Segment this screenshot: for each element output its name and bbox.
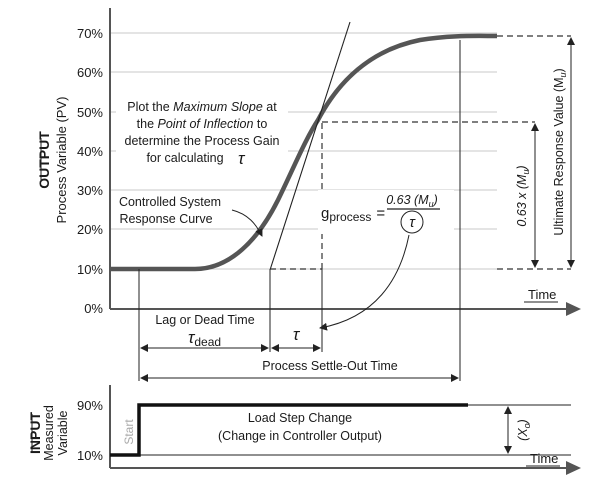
y-tick-0: 0%	[84, 301, 103, 316]
max-slope-tangent	[269, 21, 351, 271]
input-axis-title: INPUT	[27, 412, 43, 454]
process-gain-formula: gprocess = 0.63 (Mu) τ	[318, 190, 454, 331]
max-slope-annotation: Plot the Maximum Slope at the Point of I…	[116, 97, 288, 173]
input-step-signal	[110, 403, 468, 457]
input-axis-title-line2: Variable	[56, 410, 70, 455]
output-y-ticks: 70% 60% 50% 40% 30% 20% 10% 0%	[77, 26, 103, 316]
tau-symbol-label: τ	[238, 149, 246, 168]
tau-dead-label: τdead	[188, 328, 221, 349]
max-slope-line2: the Point of Inflection to	[137, 117, 268, 131]
y-tick-20: 20%	[77, 222, 103, 237]
y-tick-60: 60%	[77, 65, 103, 80]
input-y-tick-90: 90%	[77, 398, 103, 413]
y-tick-50: 50%	[77, 105, 103, 120]
gain-label: gprocess =	[321, 205, 385, 224]
input-axis-title-line1: Measured	[42, 405, 56, 461]
gain-tau-symbol: τ	[409, 214, 416, 231]
gain-formula-bg	[318, 190, 454, 234]
curve-label-line2: Response Curve	[119, 212, 212, 226]
fraction-label: 0.63 x (Mu)	[515, 165, 531, 226]
output-chart: 70% 60% 50% 40% 30% 20% 10% 0% OUTPUT Pr…	[36, 8, 581, 382]
y-tick-70: 70%	[77, 26, 103, 41]
curve-annotation: Controlled System Response Curve	[119, 195, 263, 237]
output-x-axis-arrow	[566, 302, 581, 316]
pv-axis-title: Process Variable (PV)	[54, 97, 69, 224]
output-x-label: Time	[528, 287, 556, 302]
lag-label: Lag or Dead Time	[155, 313, 254, 327]
tau-pointer-arrow	[319, 234, 410, 331]
curve-label-line1: Controlled System	[119, 195, 221, 209]
gain-numerator: 0.63 (Mu)	[386, 193, 438, 209]
input-x-label: Time	[530, 451, 558, 466]
curve-label-arrow	[231, 209, 263, 237]
ultimate-label: Ultimate Response Value (Mu)	[552, 68, 568, 235]
y-tick-10: 10%	[77, 262, 103, 277]
y-tick-40: 40%	[77, 144, 103, 159]
max-slope-label-bg	[116, 97, 288, 173]
input-x-axis-arrow	[566, 461, 581, 475]
start-label: Start	[122, 419, 136, 445]
step-label-line2: (Change in Controller Output)	[218, 429, 382, 443]
settle-out-label: Process Settle-Out Time	[262, 359, 398, 373]
tau-circle	[400, 210, 424, 234]
y-tick-30: 30%	[77, 183, 103, 198]
step-label-line1: Load Step Change	[248, 411, 352, 425]
max-slope-line1: Plot the Maximum Slope at	[127, 100, 277, 114]
max-slope-line4: for calculating	[146, 151, 223, 165]
input-y-tick-10: 10%	[77, 448, 103, 463]
input-chart: INPUT Measured Variable 90% 10% Time Sta…	[27, 385, 581, 475]
max-slope-line3: determine the Process Gain	[125, 134, 280, 148]
tau-dimension-label: τ	[293, 325, 301, 344]
output-axis-title: OUTPUT	[36, 131, 52, 189]
step-size-label: (Xo)	[516, 419, 532, 441]
